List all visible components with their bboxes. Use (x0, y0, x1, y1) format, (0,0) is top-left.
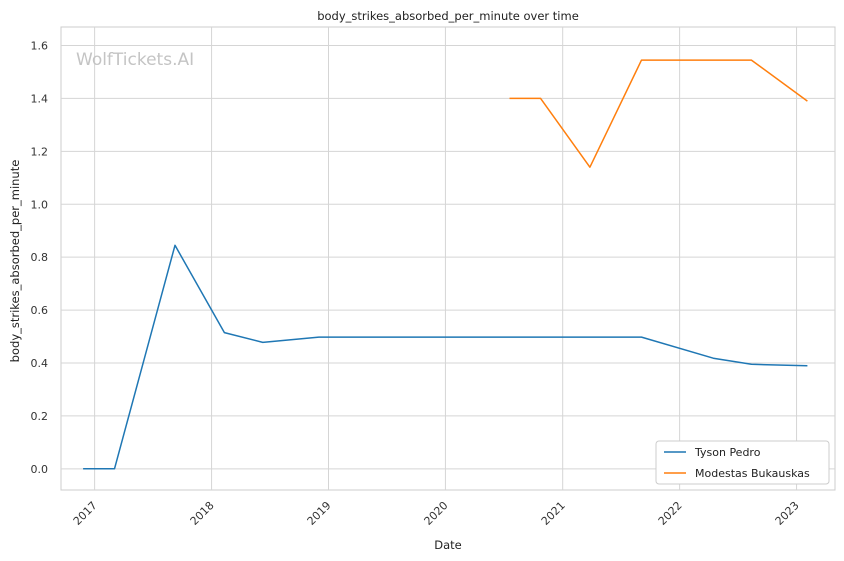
y-tick-label: 0.0 (31, 463, 49, 476)
y-axis-ticks: 0.0 0.2 0.4 0.6 0.8 1.0 1.2 1.4 1.6 (31, 40, 49, 476)
y-tick-label: 0.2 (31, 410, 49, 423)
y-tick-label: 0.6 (31, 304, 49, 317)
y-axis-title: body_strikes_absorbed_per_minute (8, 160, 22, 363)
y-gridlines (61, 45, 835, 470)
legend-label-modestas-bukauskas: Modestas Bukauskas (695, 467, 810, 480)
x-gridlines (94, 27, 798, 490)
series-line-tyson-pedro (83, 244, 808, 470)
chart-title: body_strikes_absorbed_per_minute over ti… (317, 9, 579, 23)
y-tick-label: 1.0 (31, 198, 49, 211)
legend-label-tyson-pedro: Tyson Pedro (694, 446, 761, 459)
y-tick-label: 1.4 (31, 92, 49, 105)
x-axis-title: Date (434, 538, 462, 552)
y-tick-label: 1.2 (31, 145, 49, 158)
y-tick-label: 0.8 (31, 251, 49, 264)
y-tick-label: 0.4 (31, 357, 49, 370)
watermark-text: WolfTickets.AI (76, 50, 194, 70)
y-tick-label: 1.6 (31, 40, 49, 53)
series-line-modestas-bukauskas (509, 59, 808, 168)
legend-box (655, 440, 830, 485)
legend: Tyson Pedro Modestas Bukauskas (655, 440, 830, 485)
plot-area (60, 26, 836, 491)
series-layer (83, 59, 808, 470)
